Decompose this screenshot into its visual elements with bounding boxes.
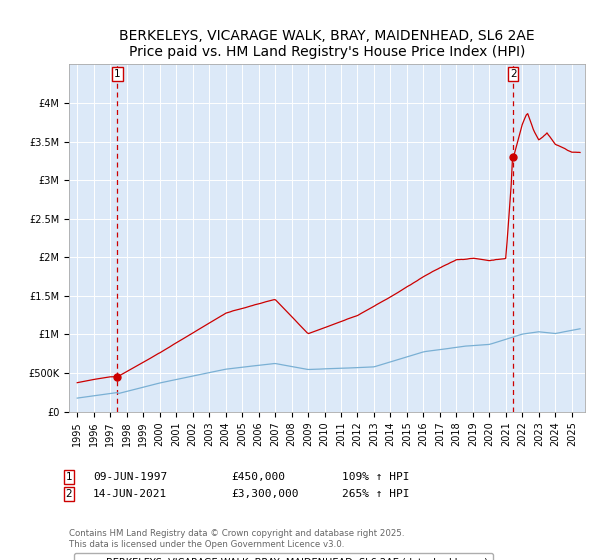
Text: 09-JUN-1997: 09-JUN-1997 <box>93 472 167 482</box>
Text: 2: 2 <box>65 489 73 499</box>
Text: 265% ↑ HPI: 265% ↑ HPI <box>342 489 409 499</box>
Text: 1: 1 <box>65 472 73 482</box>
Text: 109% ↑ HPI: 109% ↑ HPI <box>342 472 409 482</box>
Legend: BERKELEYS, VICARAGE WALK, BRAY, MAIDENHEAD, SL6 2AE (detached house), HPI: Avera: BERKELEYS, VICARAGE WALK, BRAY, MAIDENHE… <box>74 553 493 560</box>
Text: 1: 1 <box>114 69 121 78</box>
Text: £450,000: £450,000 <box>231 472 285 482</box>
Text: 2: 2 <box>510 69 517 78</box>
Text: 14-JUN-2021: 14-JUN-2021 <box>93 489 167 499</box>
Text: Contains HM Land Registry data © Crown copyright and database right 2025.
This d: Contains HM Land Registry data © Crown c… <box>69 529 404 549</box>
Title: BERKELEYS, VICARAGE WALK, BRAY, MAIDENHEAD, SL6 2AE
Price paid vs. HM Land Regis: BERKELEYS, VICARAGE WALK, BRAY, MAIDENHE… <box>119 29 535 59</box>
Text: £3,300,000: £3,300,000 <box>231 489 299 499</box>
